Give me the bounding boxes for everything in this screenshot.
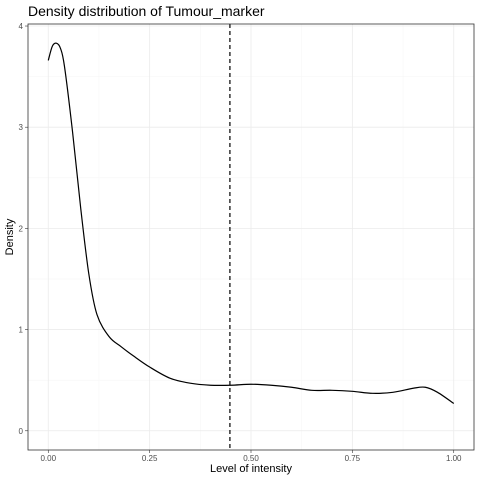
y-tick-label: 1: [19, 326, 24, 335]
y-axis-label: Density: [4, 218, 16, 255]
data-marks: [47, 24, 455, 450]
y-tick-label: 0: [19, 427, 24, 436]
y-tick-label: 2: [19, 224, 24, 233]
x-tick-label: 0.25: [142, 454, 158, 463]
chart-title: Density distribution of Tumour_marker: [28, 3, 265, 19]
y-tick-label: 3: [19, 123, 24, 132]
y-tick-label: 4: [19, 22, 24, 31]
x-tick-label: 1.00: [446, 454, 462, 463]
x-tick-label: 0.50: [243, 454, 259, 463]
grid-lines: [28, 24, 474, 450]
x-tick-label: 0.00: [40, 454, 56, 463]
axis-ticks: 0.00 0.25 0.50 0.75 1.00 0 1 2 3 4: [19, 22, 463, 463]
x-tick-label: 0.75: [345, 454, 361, 463]
density-curve: [47, 42, 455, 404]
x-axis-label: Level of intensity: [210, 463, 292, 475]
